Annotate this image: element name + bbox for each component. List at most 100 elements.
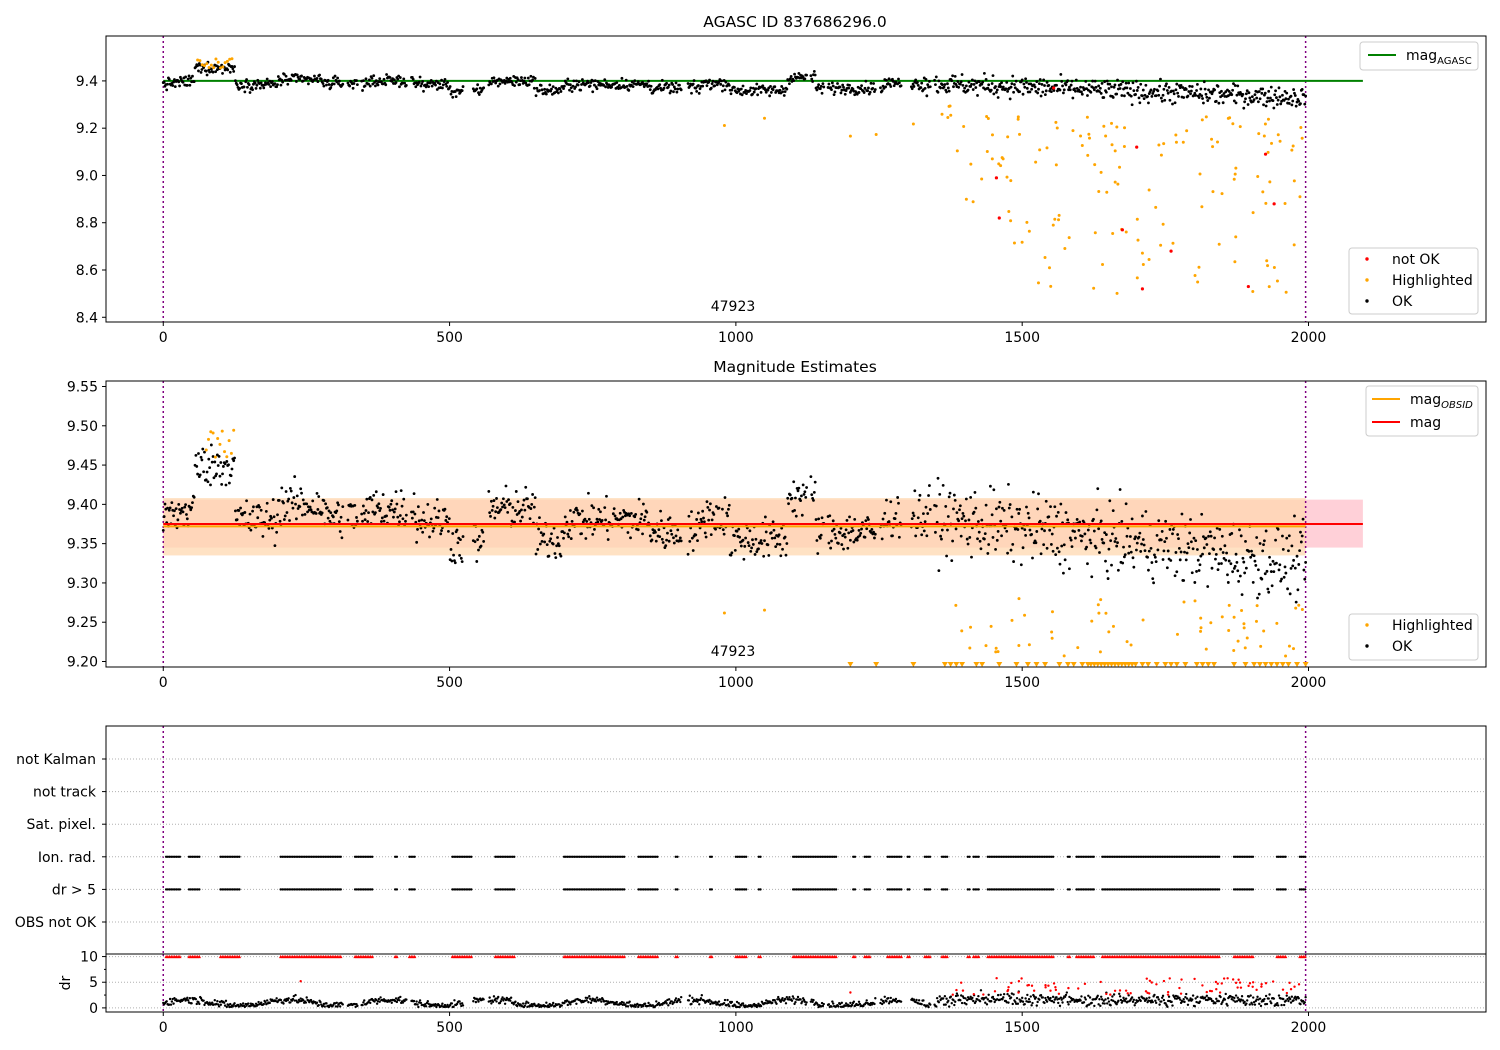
ok-point [759, 90, 763, 94]
dr-point [678, 998, 681, 1002]
ok-point [503, 506, 507, 510]
ok-point [1139, 550, 1143, 553]
flag-point [581, 855, 585, 858]
ok-point [1299, 540, 1303, 544]
highlighted-point [205, 62, 209, 66]
ok-point [1027, 516, 1031, 520]
dr-point [726, 998, 729, 1002]
flag-point [583, 855, 586, 858]
ok-point [595, 517, 599, 521]
flag-point [1277, 855, 1280, 858]
ok-point [708, 502, 712, 506]
highlighted-point [1051, 223, 1055, 227]
dr-point [233, 1002, 236, 1005]
ok-point [322, 84, 326, 88]
flag-point [852, 855, 855, 858]
dr-point [1100, 998, 1104, 1001]
not-ok-point [1272, 202, 1276, 206]
dr-point [987, 993, 990, 996]
flag-point [1008, 888, 1012, 891]
dr-point [799, 998, 802, 1001]
flag-point [1284, 888, 1287, 891]
dr-point [514, 1000, 517, 1003]
ok-point [926, 512, 930, 515]
ok-point [1293, 94, 1297, 97]
highlighted-point [1063, 247, 1067, 251]
ok-point [923, 520, 927, 523]
ok-point [756, 93, 760, 97]
flag-point [805, 888, 809, 891]
highlighted-point [228, 57, 232, 61]
ok-point [367, 82, 370, 86]
ok-point [1220, 534, 1224, 538]
ok-point [1097, 84, 1101, 88]
flag-point [1159, 855, 1162, 858]
ok-point [1272, 570, 1276, 573]
flag-point [300, 855, 303, 858]
ok-point [694, 86, 698, 90]
ok-point [1257, 592, 1261, 596]
flag-point [306, 888, 310, 891]
highlighted-point [1242, 626, 1246, 630]
ok-point [1118, 488, 1122, 491]
dr-high-point [1044, 983, 1047, 987]
ok-point [194, 453, 198, 457]
ok-point [195, 465, 199, 468]
ok-point [619, 517, 623, 521]
dr-point [1252, 996, 1255, 999]
y-tick-label: 9.35 [67, 537, 98, 553]
ok-point [593, 527, 596, 531]
highlighted-point [1071, 129, 1075, 133]
ok-point [836, 82, 839, 85]
flag-point [339, 888, 342, 891]
ok-point [161, 528, 165, 532]
dr-point [305, 996, 308, 999]
flag-point [1101, 855, 1104, 858]
flag-point [828, 888, 831, 891]
ok-point [1171, 102, 1174, 106]
dr-point [788, 996, 791, 999]
flag-point [642, 888, 645, 891]
ok-point [1045, 546, 1049, 550]
flag-point [1154, 888, 1157, 891]
dr-point [1276, 1001, 1279, 1005]
ok-point [1202, 101, 1205, 105]
flag-point [194, 855, 198, 858]
dr-point [1098, 998, 1101, 1001]
flag-point [296, 855, 300, 858]
offscale-marker [1251, 662, 1258, 667]
x-tick-label: 0 [159, 675, 168, 691]
ok-point [1244, 539, 1247, 543]
offscale-marker [953, 662, 960, 667]
dr-point [794, 1000, 797, 1004]
ok-point [351, 86, 355, 90]
flag-point [562, 888, 566, 891]
ok-point [1044, 89, 1048, 93]
ok-point [279, 83, 283, 87]
dr-point [1224, 992, 1227, 996]
offscale-marker [1042, 662, 1049, 667]
dr-point [168, 1003, 171, 1006]
ok-point [633, 79, 637, 83]
ok-point [217, 454, 221, 458]
flag-point [1036, 855, 1039, 858]
offscale-marker [1231, 662, 1238, 667]
ok-point [1304, 561, 1308, 564]
ok-point [1168, 528, 1172, 531]
ok-point [889, 85, 893, 88]
ok-point [853, 93, 857, 97]
dr-point [1160, 1000, 1163, 1003]
flag-point [1012, 855, 1015, 858]
flag-point [614, 888, 617, 891]
highlighted-point [1298, 195, 1302, 199]
ok-point [1173, 101, 1177, 105]
dr-point [1111, 995, 1114, 998]
dr-point [320, 1003, 323, 1006]
ok-point [267, 82, 271, 86]
ok-point [873, 532, 877, 536]
dr-point [790, 999, 794, 1002]
ok-point [197, 452, 200, 455]
dr-point [1276, 1004, 1280, 1007]
flag-point [896, 888, 900, 891]
